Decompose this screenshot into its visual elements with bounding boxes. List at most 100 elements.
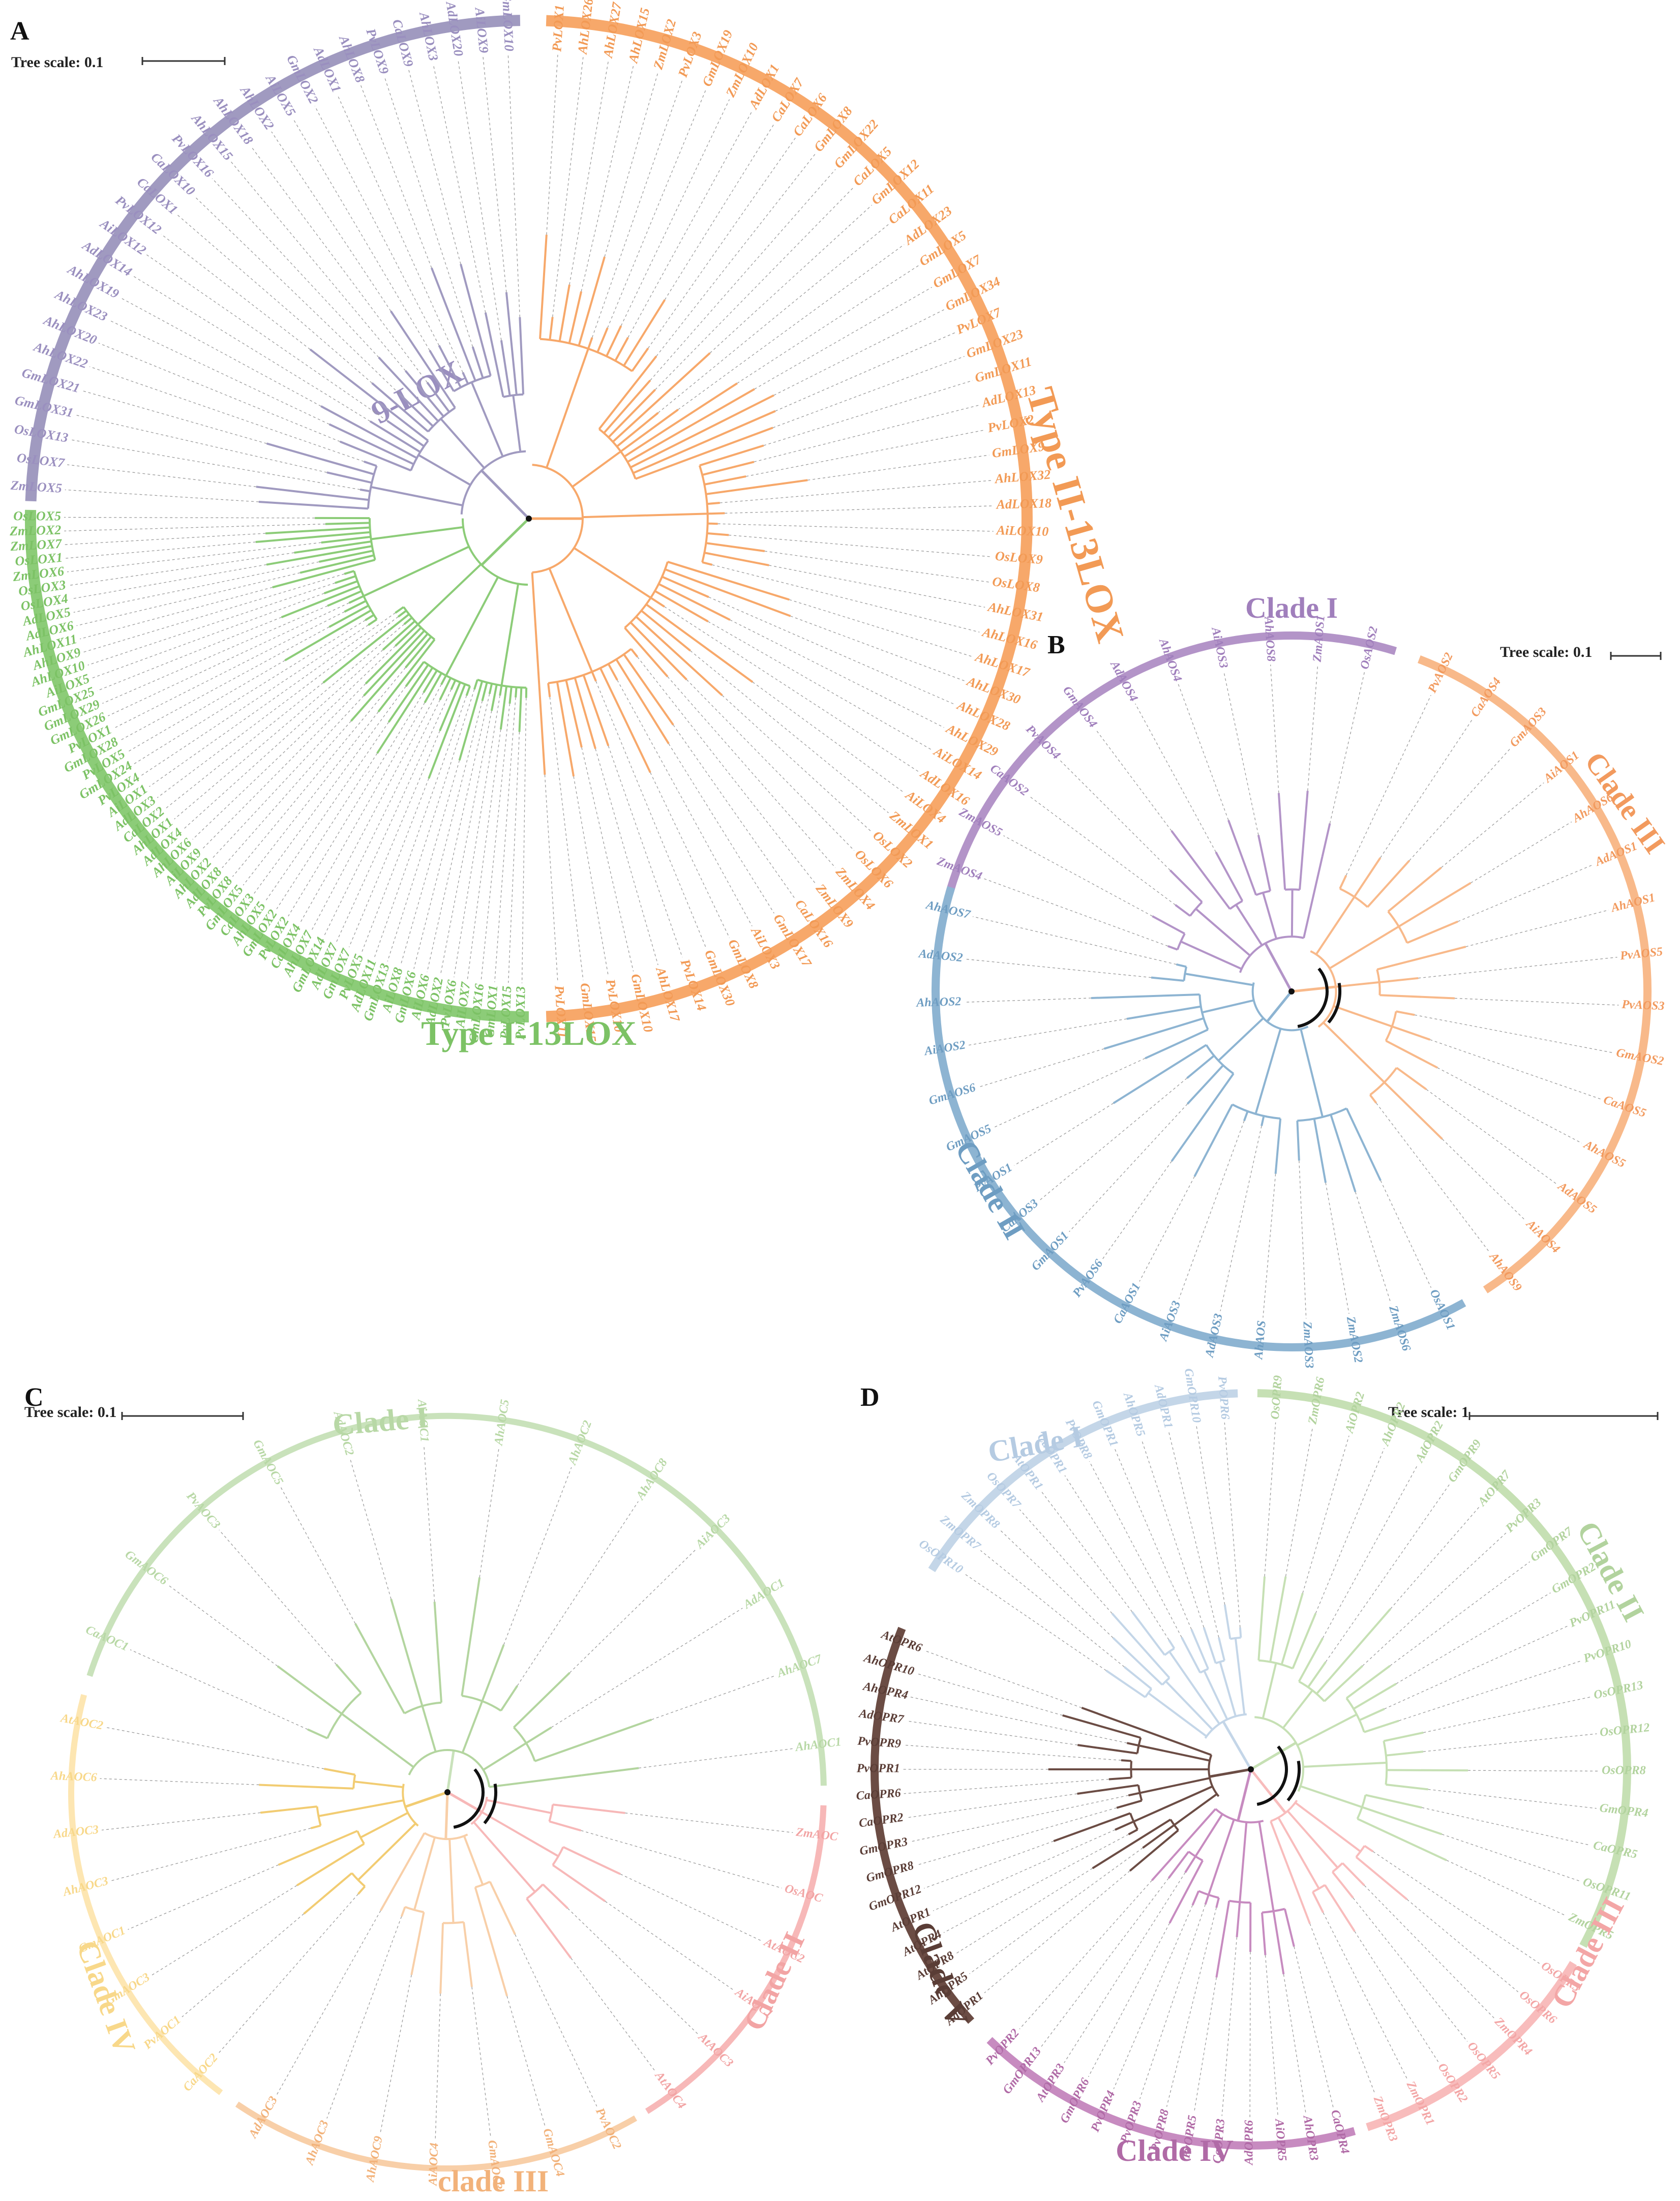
tree-branch — [578, 256, 606, 346]
tree-branch — [1313, 1119, 1327, 1183]
tree-root-arc — [1327, 982, 1342, 1024]
tree-branch — [539, 234, 548, 339]
leaf-guide-line — [910, 1697, 1127, 1743]
tree-branch — [281, 585, 360, 618]
leaf-guide-line — [1325, 1484, 1450, 1663]
tree-branch — [390, 1599, 424, 1706]
leaf-guide-line — [1089, 1461, 1182, 1638]
tree-branch — [1112, 1637, 1163, 1686]
tree-branch — [266, 442, 375, 475]
leaf-guide-line — [916, 1673, 1063, 1716]
tree-branch — [359, 488, 371, 493]
tree-branch — [607, 663, 618, 681]
leaf-guide-line — [1362, 1532, 1507, 1666]
leaf-guide-line — [265, 721, 389, 902]
tree-branch — [258, 501, 369, 510]
tree-branch — [1261, 1912, 1267, 1955]
leaf-guide-line — [67, 542, 321, 572]
clade-ring-arc — [86, 1412, 827, 1786]
leaf-guide-line — [177, 214, 372, 383]
tree-branch — [423, 670, 438, 694]
tree-branch — [1115, 1820, 1134, 1831]
leaf-guide-line — [650, 169, 836, 381]
tree-branch — [430, 267, 476, 381]
tree-branch — [387, 664, 429, 723]
taxon-label: GmOPR2 — [1549, 1560, 1598, 1596]
taxon-label: AhAOS8 — [1262, 615, 1278, 662]
tree-branch-arc — [1297, 1107, 1347, 1122]
tree-branch — [299, 554, 374, 574]
taxon-label: PvLOX1 — [549, 4, 567, 52]
tree-branch — [378, 356, 439, 422]
tree-branch — [335, 575, 356, 584]
leaf-guide-line — [424, 1445, 435, 1602]
tree-branch — [1053, 1812, 1131, 1843]
tree-branch — [547, 683, 551, 698]
clade-ring-arc — [986, 2037, 1356, 2150]
leaf-guide-line — [222, 720, 351, 868]
taxon-label: GmOPR7 — [1528, 1524, 1575, 1564]
leaf-guide-line — [904, 1744, 1122, 1761]
tree-branch — [1257, 835, 1272, 891]
tree-branch — [1283, 1908, 1295, 1947]
leaf-guide-line — [650, 772, 730, 938]
leaf-guide-line — [517, 1501, 639, 1686]
tree-root-arc — [1297, 968, 1329, 1028]
leaf-guide-line — [232, 667, 406, 877]
tree-branch — [1274, 1118, 1282, 1174]
tree-branch — [481, 469, 530, 520]
leaf-guide-line — [1283, 1974, 1306, 2113]
tree-branch-arc — [1383, 1740, 1388, 1785]
leaf-guide-line — [569, 1549, 697, 1673]
panel-letter: D — [860, 1383, 880, 1412]
tree-branch — [397, 610, 407, 618]
leaf-guide-line — [130, 1649, 308, 1730]
tree-branch — [627, 388, 755, 463]
leaf-guide-line — [66, 541, 256, 559]
tree-branch — [1298, 1637, 1324, 1682]
tree-branch — [1355, 1856, 1408, 1901]
tree-branch — [489, 1881, 516, 1935]
clade-title: clade III — [438, 2164, 549, 2198]
leaf-guide-line — [400, 760, 460, 966]
tree-branch — [310, 1824, 321, 1829]
tree-branch — [1323, 1021, 1385, 1083]
leaf-guide-line — [80, 587, 273, 640]
taxon-label: AhAOC1 — [794, 1735, 842, 1754]
taxon-label: ZmAOC — [795, 1826, 839, 1844]
leaf-guide-line — [1325, 1183, 1349, 1314]
tree-branch — [1077, 1744, 1138, 1755]
tree-branch — [1151, 976, 1184, 982]
clade-clade-v: Clade VAdOPR1AhOPR5AtOPR8AtOPR4AtOPR1GmO… — [856, 1626, 1251, 2032]
leaf-guide-line — [506, 1996, 546, 2126]
leaf-guide-line — [113, 611, 345, 729]
tree-branch — [326, 471, 372, 484]
tree-branch — [439, 682, 461, 732]
tree-branch — [450, 679, 457, 690]
leaf-guide-line — [120, 626, 329, 741]
clade-ring-arc — [932, 886, 1466, 1351]
leaf-guide-line — [984, 1871, 1130, 1994]
tree-branch — [371, 382, 429, 433]
tree-branch — [365, 626, 422, 685]
leaf-guide-line — [152, 1885, 297, 1976]
tree-branch — [614, 337, 629, 361]
tree-root-arc — [483, 1783, 498, 1825]
tree-branch — [1321, 823, 1331, 857]
leaf-guide-line — [280, 1487, 356, 1624]
leaf-guide-line — [581, 66, 634, 292]
tree-branch — [558, 284, 571, 342]
tree-branch-arc — [1298, 1680, 1325, 1702]
leaf-guide-line — [690, 650, 889, 813]
leaf-guide-line — [1468, 1770, 1599, 1772]
leaf-guide-line — [1064, 1475, 1169, 1640]
clade-clade-ii: Clade IIZmAOCOsAOCAtAOC2AiAOC1AtAOC3AtAO… — [446, 1791, 839, 2114]
tree-branch — [1324, 1665, 1364, 1702]
leaf-guide-line — [969, 1847, 1143, 1974]
leaf-guide-line — [1390, 1506, 1480, 1609]
leaf-guide-line — [968, 1018, 1127, 1046]
tree-branch — [400, 1906, 406, 1917]
tree-branch — [433, 1602, 443, 1703]
tree-branch — [573, 547, 651, 599]
